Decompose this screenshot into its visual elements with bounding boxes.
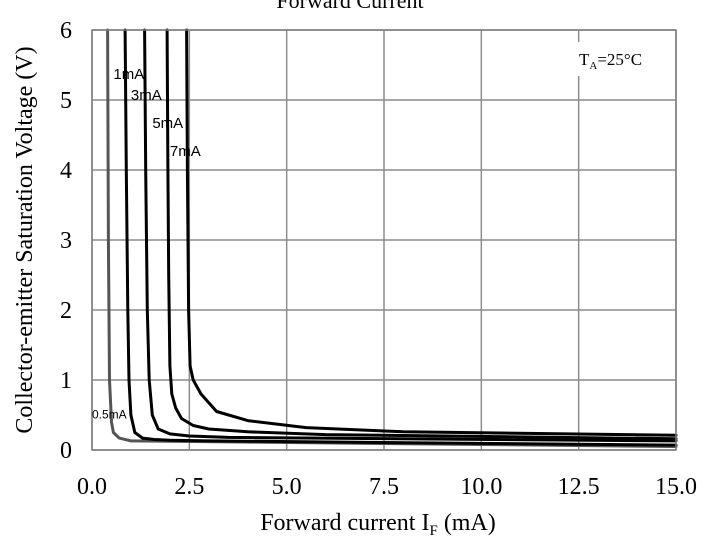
x-tick-label: 12.5 (558, 474, 600, 500)
series-line-7mA (185, 28, 678, 437)
temperature-annotation: TA=25°C (570, 42, 670, 76)
x-tick-label: 7.5 (369, 474, 399, 500)
y-tick-label: 3 (60, 228, 72, 254)
series-label-5mA: 5mA (152, 115, 183, 132)
series-label-1mA: 1mA (113, 66, 144, 83)
x-tick-label: 15.0 (655, 474, 697, 500)
x-axis-title: Forward current IF (mA) (260, 510, 496, 539)
curves (106, 28, 678, 448)
y-tick-label: 0 (60, 438, 72, 464)
series-line-3mA (143, 28, 678, 443)
annotation-text: TA=25°C (579, 50, 642, 72)
series-labels: 0.5mA 1mA 3mA 5mA 7mA (92, 66, 201, 422)
x-tick-label: 0.0 (77, 474, 107, 500)
x-tick-label: 10.0 (460, 474, 502, 500)
series-label-0.5mA: 0.5mA (92, 408, 127, 422)
x-tick-label: 2.5 (174, 474, 204, 500)
x-tick-label: 5.0 (272, 474, 302, 500)
y-tick-label: 6 (60, 18, 72, 44)
plot-frame (91, 29, 677, 451)
y-tick-label: 2 (60, 298, 72, 324)
y-tick-label: 5 (60, 88, 72, 114)
y-axis-title: Collector-emitter Saturation Voltage (V) (12, 46, 38, 433)
y-tick-label: 1 (60, 368, 72, 394)
y-tick-label: 4 (60, 158, 72, 184)
annotation-box (570, 42, 670, 76)
grid (91, 29, 677, 451)
series-line-0.5mA (106, 28, 678, 448)
chart-title: Forward Current (276, 0, 423, 13)
tick-labels: 0.0 2.5 5.0 7.5 10.0 12.5 15.0 0 1 2 3 4 5 6 (60, 18, 697, 500)
series-line-1mA (123, 28, 678, 447)
series-label-3mA: 3mA (131, 87, 162, 104)
series-line-5mA (165, 28, 678, 441)
series-label-7mA: 7mA (170, 143, 201, 160)
